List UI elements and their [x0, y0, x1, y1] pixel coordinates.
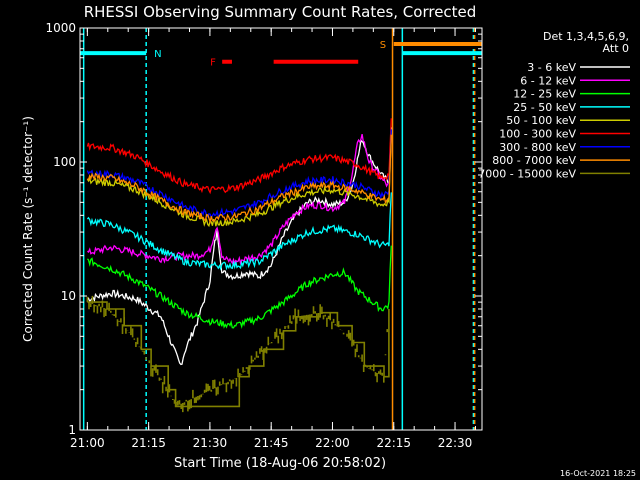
x-tick-label: 21:45: [254, 436, 289, 450]
legend-label: 300 - 800 keV: [499, 141, 576, 154]
series-line: [86, 295, 390, 413]
legend-label: 6 - 12 keV: [520, 74, 576, 87]
annotation-label-f: F: [210, 58, 216, 69]
x-tick-label: 21:00: [70, 436, 105, 450]
series-line: [86, 118, 392, 195]
x-tick-label: 22:30: [438, 436, 473, 450]
y-tick-label: 100: [53, 155, 76, 169]
series-line: [86, 134, 392, 225]
legend-label: 3 - 6 keV: [527, 61, 576, 74]
chart-title: RHESSI Observing Summary Count Rates, Co…: [84, 3, 477, 21]
timestamp: 16-Oct-2021 18:25: [560, 469, 636, 478]
legend-label: 25 - 50 keV: [513, 101, 576, 114]
x-tick-label: 21:15: [131, 436, 166, 450]
chart-annotations: N F S: [80, 28, 482, 430]
legend-title-line-2: Att 0: [603, 42, 629, 55]
series-line: [86, 131, 392, 228]
series-line: [86, 245, 392, 330]
y-tick-label: 1: [68, 423, 76, 437]
x-tick-label: 21:30: [193, 436, 228, 450]
series-layer: [86, 118, 392, 413]
annotation-label-s: S: [380, 40, 386, 51]
axes: 1 10 100 1000 21:00 21:15 21:30 21:45 22:00 22:15…: [45, 21, 482, 450]
legend-label: 800 - 7000 keV: [492, 154, 576, 167]
x-tick-label: 22:00: [315, 436, 350, 450]
legend-label: 50 - 100 keV: [506, 114, 576, 127]
series-line: [87, 133, 392, 266]
y-axis-label: Corrected Count Rate (s⁻¹ detector⁻¹): [21, 116, 35, 342]
y-tick-label: 10: [61, 289, 76, 303]
plot-frame: [79, 27, 483, 431]
legend-label: 100 - 300 keV: [499, 128, 576, 141]
series-line: [86, 129, 392, 219]
x-axis-label: Start Time (18-Aug-06 20:58:02): [174, 456, 386, 471]
legend-label: 12 - 25 keV: [513, 88, 576, 101]
annotation-label-n: N: [154, 49, 161, 60]
legend-title-line-1: Det 1,3,4,5,6,9,: [543, 30, 629, 43]
legend-label: 7000 - 15000 keV: [478, 167, 576, 180]
y-tick-label: 1000: [45, 21, 76, 35]
series-line: [86, 192, 392, 271]
x-tick-label: 22:15: [376, 436, 411, 450]
